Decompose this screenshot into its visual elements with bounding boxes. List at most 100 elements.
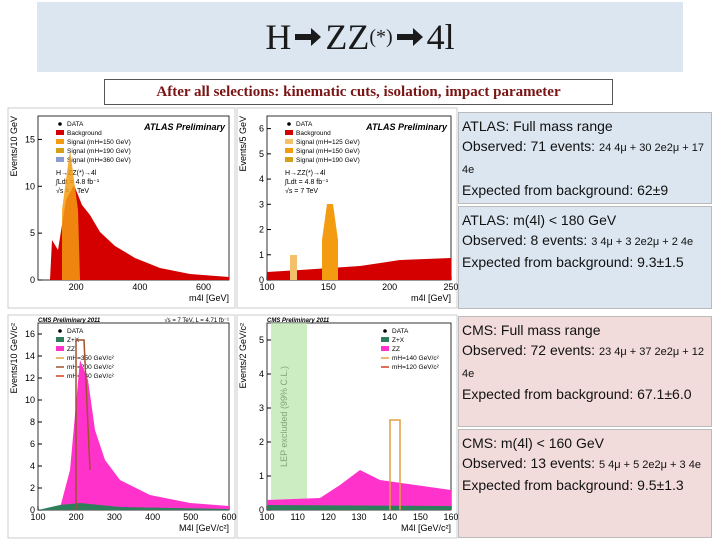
- title-particle: H: [265, 17, 292, 57]
- legend-marker: [285, 157, 293, 162]
- legend-label: DATA: [67, 328, 84, 335]
- y-tick-label: 2: [30, 483, 35, 493]
- legend-label: Signal (mH=150 GeV): [296, 148, 360, 155]
- y-axis-label: Events/10 GeV: [9, 116, 19, 177]
- y-tick-label: 14: [25, 351, 35, 361]
- y-tick-label: 4: [259, 369, 264, 379]
- summary-observed: Observed: 13 events:: [462, 455, 596, 471]
- summary-expected: Expected from background: 62±9: [462, 182, 669, 198]
- title: H ZZ (*) 4l: [37, 2, 683, 72]
- arrow: [295, 28, 322, 46]
- experiment-label: ATLAS Preliminary: [143, 122, 226, 132]
- legend-marker: [285, 130, 293, 135]
- legend-label: Background: [67, 130, 102, 137]
- y-tick-label: 6: [259, 124, 264, 134]
- legend-label: mH=120 GeV/c²: [392, 364, 440, 371]
- legend-label: Signal (mH=190 GeV): [296, 157, 360, 164]
- x-tick-label: 300: [107, 512, 122, 522]
- legend-marker: [56, 337, 64, 342]
- x-tick-label: 100: [259, 282, 274, 292]
- y-tick-label: 8: [30, 417, 35, 427]
- legend-marker: [56, 139, 64, 144]
- x-tick-label: 150: [413, 512, 428, 522]
- legend-marker: [56, 148, 64, 153]
- legend-label: ZZ: [67, 346, 75, 353]
- summary-expected: Expected from background: 67.1±6.0: [462, 386, 692, 402]
- summary-box: ATLAS: m(4l) < 180 GeV Observed: 8 event…: [458, 206, 712, 309]
- y-axis-label: Events/5 GeV: [238, 116, 248, 172]
- x-tick-label: 200: [382, 282, 397, 292]
- title-sup: (*): [369, 25, 393, 48]
- y-tick-label: 0: [259, 505, 264, 515]
- legend-marker: [58, 329, 62, 333]
- experiment-label: CMS Preliminary 2011: [267, 318, 330, 324]
- y-tick-label: 5: [259, 149, 264, 159]
- legend-label: DATA: [296, 121, 313, 128]
- summary-detail: 24 4μ + 30 2e2μ + 17 4e: [462, 142, 705, 176]
- legend-marker: [285, 139, 293, 144]
- summary-detail: 23 4μ + 37 2e2μ + 12 4e: [462, 346, 705, 380]
- plot-note: √s = 7 TeV, L = 4.71 fb⁻¹: [164, 317, 229, 324]
- x-tick-label: 250: [443, 282, 458, 292]
- legend-label: Signal (mH=125 GeV): [296, 139, 360, 146]
- summary-heading: CMS: m(4l) < 160 GeV: [462, 435, 604, 451]
- summary-box: CMS: m(4l) < 160 GeV Observed: 13 events…: [458, 429, 712, 538]
- x-tick-label: 160: [443, 512, 458, 522]
- legend-marker: [56, 130, 64, 135]
- y-tick-label: 10: [25, 181, 35, 191]
- y-tick-label: 6: [30, 439, 35, 449]
- x-tick-label: 500: [183, 512, 198, 522]
- legend-marker: [56, 157, 64, 162]
- legend-label: mH=350 GeV/c²: [67, 355, 115, 362]
- x-tick-label: 100: [259, 512, 274, 522]
- experiment-label: CMS Preliminary 2011: [38, 318, 101, 324]
- y-tick-label: 5: [30, 228, 35, 238]
- summary-detail: 3 4μ + 3 2e2μ + 2 4e: [591, 236, 694, 248]
- plot-note: ∫Ldt = 4.8 fb⁻¹: [55, 179, 100, 186]
- x-tick-label: 600: [196, 282, 211, 292]
- y-tick-label: 0: [259, 275, 264, 285]
- plot-note: H→ZZ(*)→4l: [56, 170, 97, 177]
- summary-detail: 5 4μ + 5 2e2μ + 3 4e: [598, 459, 701, 471]
- legend-label: mH=140 GeV/c²: [392, 355, 440, 362]
- summary-observed: Observed: 71 events:: [462, 138, 596, 154]
- arrow: [396, 28, 423, 46]
- legend-label: Z+X: [67, 337, 80, 344]
- summary-heading: CMS: Full mass range: [462, 322, 601, 338]
- summary-box: ATLAS: Full mass range Observed: 71 even…: [458, 112, 712, 204]
- x-tick-label: 200: [69, 282, 84, 292]
- legend-label: Z+X: [392, 337, 405, 344]
- x-tick-label: 400: [132, 282, 147, 292]
- legend-label: mH=200 GeV/c²: [67, 364, 115, 371]
- summary-expected: Expected from background: 9.5±1.3: [462, 477, 684, 493]
- legend-marker: [58, 122, 62, 126]
- histogram-art: [38, 150, 451, 510]
- y-tick-label: 0: [30, 275, 35, 285]
- y-tick-label: 4: [259, 174, 264, 184]
- x-tick-label: 140: [382, 512, 397, 522]
- legend-label: Signal (mH=190 GeV): [67, 148, 131, 155]
- y-tick-label: 0: [30, 505, 35, 515]
- y-tick-label: 15: [25, 134, 35, 144]
- x-axis-label: m4l [GeV]: [411, 293, 451, 303]
- legend-marker: [56, 346, 64, 351]
- title-final: 4l: [426, 17, 455, 57]
- legend-label: DATA: [67, 121, 84, 128]
- y-tick-label: 3: [259, 403, 264, 413]
- y-tick-label: 3: [259, 199, 264, 209]
- summary-expected: Expected from background: 9.3±1.5: [462, 254, 684, 270]
- y-tick-label: 1: [259, 250, 264, 260]
- y-tick-label: 2: [259, 437, 264, 447]
- plot-note: √s = 7 TeV: [285, 187, 318, 195]
- legend-label: DATA: [392, 328, 409, 335]
- x-tick-label: 600: [221, 512, 236, 522]
- legend-marker: [285, 148, 293, 153]
- x-tick-label: 130: [351, 512, 366, 522]
- summary-heading: ATLAS: Full mass range: [462, 118, 613, 134]
- y-tick-label: 1: [259, 471, 264, 481]
- plot-note: H→ZZ(*)→4l: [285, 170, 326, 177]
- y-axis-label: Events/2 GeV/c²: [238, 323, 248, 389]
- experiment-label: ATLAS Preliminary: [365, 122, 448, 132]
